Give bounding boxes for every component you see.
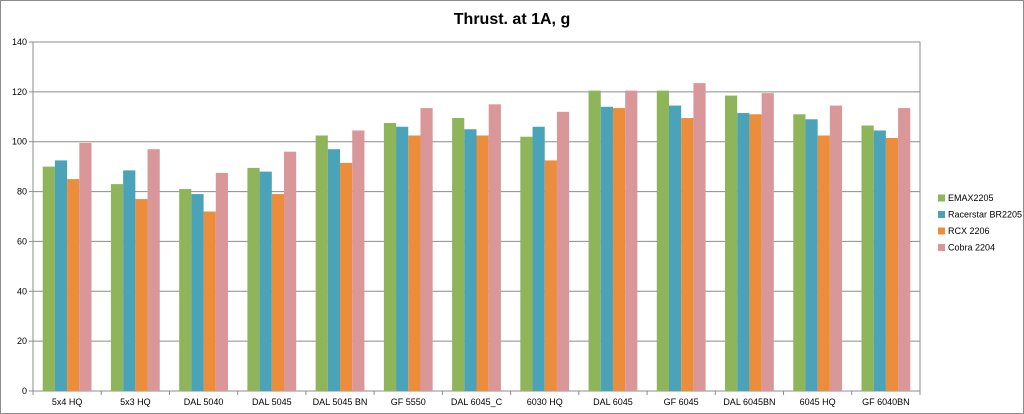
- bar: [110, 184, 124, 391]
- y-tick-label: 120: [12, 87, 27, 97]
- x-tick-label: 5x3 HQ: [120, 397, 151, 407]
- chart-title: Thrust. at 1A, g: [453, 11, 571, 28]
- bar: [42, 166, 55, 391]
- legend-label: Racerstar BR2205: [948, 210, 1022, 220]
- bar: [396, 126, 409, 391]
- legend-swatch: [938, 211, 945, 218]
- y-tick-label: 40: [17, 286, 27, 296]
- bar: [259, 171, 272, 391]
- bar: [284, 151, 297, 391]
- bar: [861, 125, 874, 391]
- bar: [67, 179, 80, 391]
- x-tick-label: DAL 6045: [593, 397, 633, 407]
- y-tick-label: 20: [17, 336, 27, 346]
- bar: [873, 130, 886, 391]
- legend-swatch: [938, 194, 945, 202]
- bar: [179, 189, 192, 391]
- y-tick-label: 140: [12, 37, 27, 47]
- y-tick-label: 100: [12, 137, 27, 147]
- bar: [693, 83, 706, 391]
- bar: [147, 149, 160, 391]
- bar: [668, 105, 682, 391]
- bar: [588, 90, 601, 391]
- x-tick-label: GF 5550: [391, 397, 426, 407]
- legend-label: RCX 2206: [948, 226, 990, 236]
- x-tick-label: DAL 5045: [252, 397, 292, 407]
- x-tick-label: DAL 6045_C: [451, 397, 503, 407]
- y-tick-label: 60: [17, 236, 27, 246]
- x-tick-label: GF 6045: [664, 397, 699, 407]
- bar: [464, 129, 477, 391]
- legend-swatch: [938, 244, 945, 251]
- bar: [532, 126, 545, 391]
- bar: [203, 211, 216, 391]
- x-tick-label: DAL 5045 BN: [313, 397, 368, 407]
- bar: [135, 199, 148, 391]
- x-tick-label: DAL 6045BN: [723, 397, 775, 407]
- bar: [544, 160, 557, 391]
- x-tick-label: 6030 HQ: [527, 397, 563, 407]
- bar: [737, 113, 750, 392]
- bar: [247, 167, 260, 391]
- bar: [79, 142, 92, 391]
- bar: [793, 114, 806, 392]
- bar: [315, 135, 328, 391]
- bar: [123, 170, 136, 391]
- legend-swatch: [938, 227, 945, 235]
- bar: [600, 106, 613, 392]
- legend-label: Cobra 2204: [948, 243, 995, 253]
- y-tick-label: 0: [22, 386, 27, 396]
- bar: [656, 90, 669, 391]
- bar: [829, 105, 843, 391]
- x-tick-label: 6045 HQ: [800, 397, 836, 407]
- bar: [191, 194, 204, 391]
- bar: [352, 130, 365, 391]
- bar: [488, 104, 501, 392]
- bar: [408, 135, 421, 391]
- bar: [805, 119, 818, 392]
- bar: [749, 114, 762, 392]
- x-tick-label: 5x4 HQ: [52, 397, 83, 407]
- bar: [476, 135, 489, 391]
- bar: [452, 118, 465, 392]
- bar: [327, 149, 341, 391]
- bar: [761, 93, 774, 391]
- y-tick-label: 80: [17, 187, 27, 197]
- bar: [340, 162, 353, 391]
- legend-label: EMAX2205: [948, 193, 994, 203]
- bar: [420, 108, 433, 391]
- bar: [681, 118, 694, 392]
- bar: [817, 135, 830, 391]
- bar: [898, 108, 911, 391]
- x-tick-label: GF 6040BN: [862, 397, 910, 407]
- bar: [625, 90, 638, 391]
- bar: [612, 108, 626, 391]
- x-tick-label: DAL 5040: [184, 397, 224, 407]
- bar: [271, 194, 285, 391]
- bar: [215, 172, 228, 391]
- bar: [725, 95, 738, 391]
- bar: [520, 136, 533, 391]
- bar: [383, 123, 397, 392]
- bar: [556, 111, 570, 392]
- bar: [54, 160, 68, 391]
- bar: [885, 137, 899, 391]
